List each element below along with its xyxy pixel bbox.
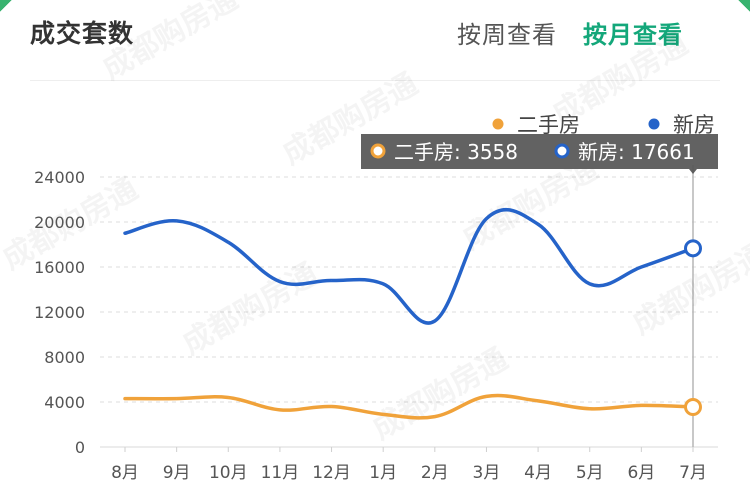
- header-divider: [30, 80, 720, 81]
- x-tick-label: 7月: [679, 463, 707, 483]
- tooltip-box: [361, 134, 718, 169]
- x-tick-label: 1月: [369, 463, 397, 483]
- tooltip-marker: [370, 143, 386, 159]
- corner-decoration-left: [0, 0, 12, 14]
- x-tick-label: 2月: [421, 463, 449, 483]
- y-tick-label: 0: [75, 438, 85, 457]
- chart-title: 成交套数: [30, 19, 135, 48]
- y-tick-label: 24000: [34, 168, 85, 187]
- legend-label: 二手房: [517, 113, 580, 137]
- y-tick-label: 12000: [34, 303, 85, 322]
- chart-header: 成交套数 按周查看 按月查看: [0, 0, 750, 70]
- tab-weekly[interactable]: 按周查看: [457, 21, 557, 49]
- x-tick-label: 9月: [163, 463, 191, 483]
- chart-legend: 二手房 新房: [492, 113, 715, 137]
- tab-monthly[interactable]: 按月查看: [583, 21, 683, 49]
- x-tick-label: 12月: [312, 463, 351, 483]
- x-tick-label: 5月: [576, 463, 604, 483]
- y-tick-label: 16000: [34, 258, 85, 277]
- series-lines: [123, 207, 702, 420]
- x-tick-label: 10月: [209, 463, 248, 483]
- tooltip-pointer: [689, 169, 697, 174]
- tooltip-marker: [554, 143, 570, 159]
- x-tick-label: 8月: [111, 463, 139, 483]
- legend-marker: [648, 118, 660, 130]
- watermark-text: 成都购房通: [177, 257, 324, 362]
- x-tick-label: 6月: [627, 463, 655, 483]
- hover-tooltip: 二手房: 3558 新房: 17661: [361, 134, 718, 174]
- x-axis-ticks: 8月 9月 10月 11月 12月 1月 2月 3月 4月 5月 6月 7月: [111, 447, 707, 483]
- tooltip-item-text: 二手房: 3558: [394, 140, 518, 164]
- x-tick-label: 11月: [261, 463, 300, 483]
- watermark-text: 成都购房通: [97, 0, 244, 87]
- series-line-second-hand: [123, 393, 695, 420]
- series-line-new-house: [123, 207, 695, 325]
- corner-decoration-right: [738, 0, 750, 14]
- legend-label: 新房: [673, 113, 715, 137]
- y-axis-ticks: 0 4000 8000 12000 16000 20000 24000: [34, 168, 85, 457]
- x-tick-label: 3月: [473, 463, 501, 483]
- highlight-point: [684, 397, 702, 416]
- legend-marker: [492, 118, 504, 130]
- x-tick-label: 4月: [524, 463, 552, 483]
- y-tick-label: 20000: [34, 213, 85, 232]
- y-tick-label: 4000: [44, 393, 85, 412]
- y-tick-label: 8000: [44, 348, 85, 367]
- highlight-point: [684, 239, 702, 258]
- tooltip-item-text: 新房: 17661: [578, 140, 695, 164]
